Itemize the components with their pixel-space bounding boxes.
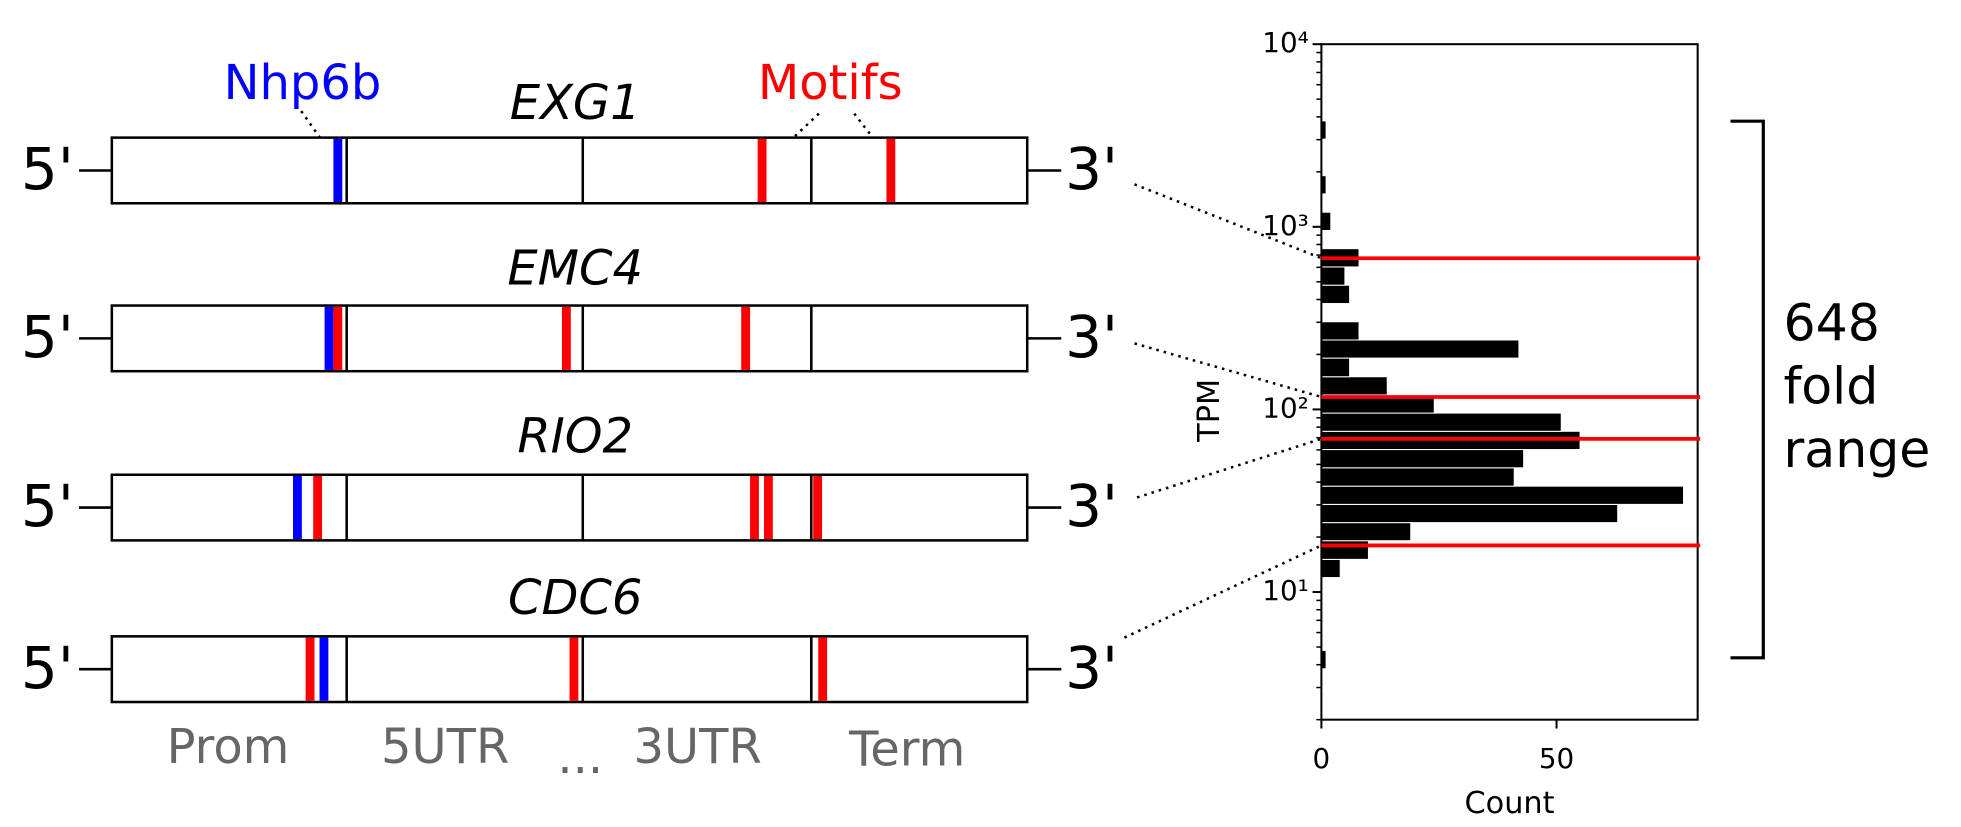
three-prime: 3': [1065, 472, 1118, 540]
region-label: Term: [848, 722, 965, 778]
gene-name: CDC6: [508, 570, 642, 626]
gene-name: RIO2: [517, 408, 633, 464]
motif-site: [757, 138, 767, 203]
five-prime: 5': [21, 634, 74, 702]
range-bracket: [1730, 119, 1765, 660]
region-label: 5UTR: [381, 719, 509, 775]
histogram-bar: [1320, 522, 1412, 542]
motif-site: [313, 475, 323, 540]
motif-site: [813, 475, 823, 540]
histogram-bar: [1320, 485, 1685, 505]
y-axis-label: TPM: [1192, 379, 1227, 443]
histogram-bar: [1320, 339, 1520, 359]
axes-frame: [1320, 43, 1699, 721]
connector: [1134, 342, 1322, 399]
motif-site: [333, 306, 343, 370]
histogram-bar: [1320, 503, 1619, 524]
x-tick-label: 50: [1539, 742, 1574, 775]
region-label: ...: [557, 729, 603, 785]
histogram-bar: [1320, 467, 1515, 487]
motif-site: [763, 475, 773, 540]
nhp6b-site: [324, 306, 334, 370]
x-tick-label: 0: [1313, 742, 1331, 775]
y-tick-label: 10²: [1262, 391, 1308, 424]
range-annotation: range: [1784, 420, 1931, 479]
nhp6b-site: [319, 637, 329, 701]
motif-site: [305, 637, 315, 701]
connector: [1136, 437, 1322, 499]
nhp6b-site: [333, 138, 343, 203]
gene-box: [110, 136, 1029, 205]
motifs-label: Motifs: [758, 55, 903, 111]
y-tick-label: 10⁴: [1262, 26, 1308, 59]
region-label: 3UTR: [634, 719, 762, 775]
histogram-bar: [1320, 540, 1369, 560]
connector: [1134, 183, 1322, 260]
nhp6b-site: [293, 475, 302, 540]
motif-site: [886, 138, 896, 203]
histogram-bar: [1320, 412, 1562, 432]
y-tick-label: 10¹: [1262, 574, 1308, 607]
three-prime: 3': [1065, 634, 1118, 702]
histogram-bar: [1320, 284, 1351, 305]
motif-site: [818, 637, 828, 701]
y-tick-label: 10³: [1262, 209, 1308, 242]
three-prime: 3': [1065, 135, 1118, 203]
histogram-bar: [1320, 211, 1332, 231]
five-prime: 5': [21, 472, 74, 540]
three-prime: 3': [1065, 303, 1118, 371]
gene-diagram: Nhp6b Motifs: [224, 55, 903, 155]
histogram-bar: [1320, 357, 1351, 378]
motif-site: [750, 475, 759, 540]
histogram-bar: [1320, 266, 1346, 286]
histogram-bar: [1320, 321, 1360, 341]
five-prime: 5': [21, 135, 74, 203]
x-axis-label: Count: [1465, 786, 1555, 821]
gene-box: [110, 473, 1029, 542]
motif-site: [569, 637, 579, 701]
histogram-bar: [1320, 449, 1525, 469]
gene-name: EXG1: [510, 75, 641, 131]
range-annotation: fold: [1784, 357, 1879, 416]
region-label: Prom: [167, 719, 290, 775]
nhp6b-label: Nhp6b: [224, 55, 382, 111]
gene-name: EMC4: [507, 240, 643, 296]
motif-site: [741, 306, 751, 370]
motif-site: [561, 306, 571, 370]
histogram-bar: [1320, 558, 1341, 579]
histogram-bar: [1320, 376, 1388, 396]
range-annotation: 648: [1784, 294, 1880, 353]
five-prime: 5': [21, 303, 74, 371]
